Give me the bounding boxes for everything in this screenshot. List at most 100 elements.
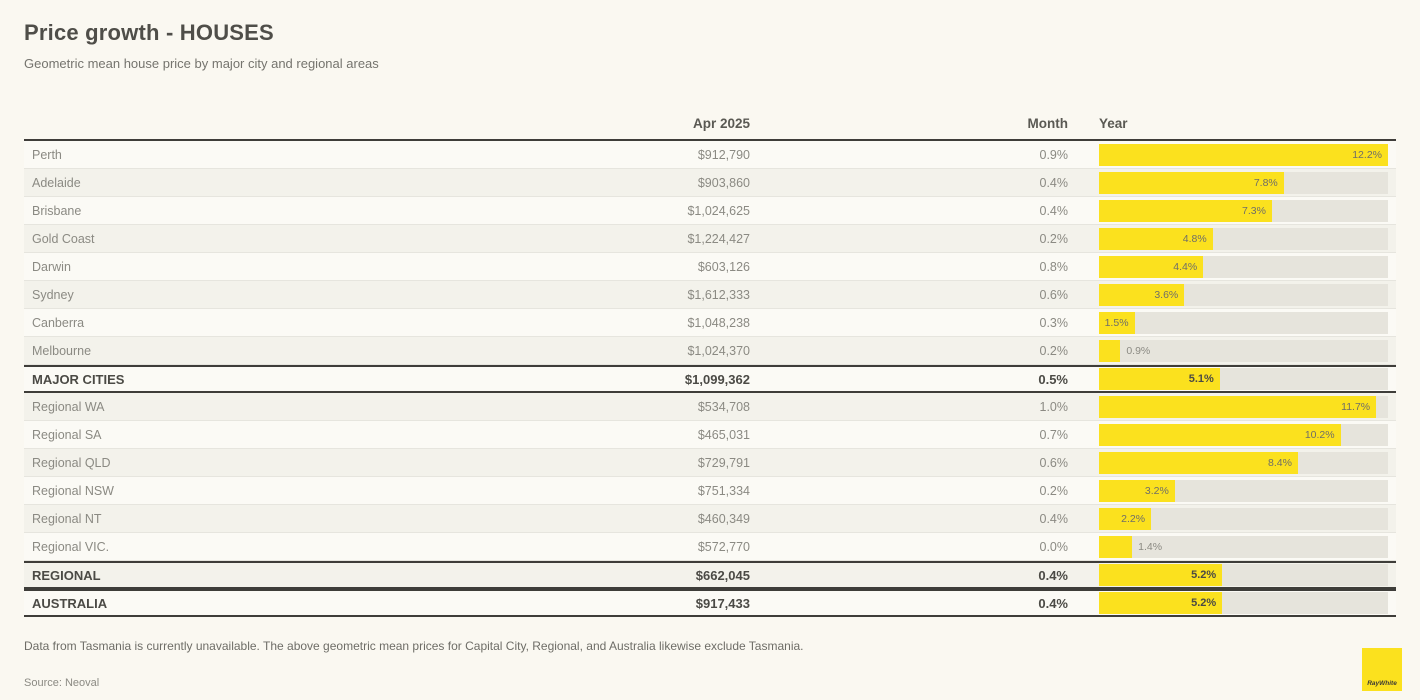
row-month-change: 0.7%: [1039, 427, 1069, 442]
row-month-change: 0.5%: [1038, 371, 1068, 387]
row-name: AUSTRALIA: [32, 595, 108, 611]
raywhite-logo: RayWhite: [1362, 648, 1402, 691]
row-month-change: 1.0%: [1039, 399, 1069, 414]
year-bar-track: [1099, 311, 1388, 334]
year-bar-label: 1.4%: [1138, 540, 1163, 553]
table-row: Melbourne $1,024,370 0.2% 0.9%: [24, 337, 1396, 365]
row-price: $1,048,238: [687, 315, 750, 330]
row-name: Sydney: [32, 287, 74, 302]
table-row: MAJOR CITIES $1,099,362 0.5% 5.1%: [24, 365, 1396, 393]
row-price: $917,433: [695, 595, 750, 611]
year-bar-fill: [1099, 143, 1388, 166]
row-price: $912,790: [697, 147, 750, 162]
row-year-bar-cell: 11.7%: [1099, 395, 1388, 418]
table-row: Regional NSW $751,334 0.2% 3.2%: [24, 477, 1396, 505]
row-month-change: 0.4%: [1038, 595, 1068, 611]
page-title: Price growth - HOUSES: [24, 20, 274, 45]
year-bar-fill: [1099, 423, 1341, 446]
row-price: $662,045: [695, 567, 750, 583]
year-bar-label: 7.8%: [1253, 176, 1278, 189]
year-bar-label: 4.4%: [1173, 260, 1198, 273]
year-bar-fill: [1099, 564, 1223, 586]
price-growth-table: Apr 2025 Month Year Perth $912,790 0.9% 12.…: [24, 101, 1396, 617]
row-price: $572,770: [697, 539, 750, 554]
row-name: Regional SA: [32, 427, 102, 442]
row-year-bar-cell: 3.6%: [1099, 283, 1388, 306]
row-name: Regional VIC.: [32, 539, 110, 554]
row-name: Brisbane: [32, 203, 82, 218]
table-row: REGIONAL $662,045 0.4% 5.2%: [24, 561, 1396, 589]
row-year-bar-cell: 8.4%: [1099, 451, 1388, 474]
row-year-bar-cell: 4.8%: [1099, 227, 1388, 250]
row-month-change: 0.2%: [1039, 231, 1069, 246]
year-bar-label: 5.2%: [1191, 597, 1217, 609]
row-price: $1,024,370: [687, 343, 750, 358]
table-body: Perth $912,790 0.9% 12.2% Adelaide $903,860 0.…: [24, 141, 1396, 617]
year-bar-fill: [1099, 227, 1213, 250]
row-year-bar-cell: 5.2%: [1099, 564, 1388, 586]
row-name: Adelaide: [32, 175, 81, 190]
row-month-change: 0.2%: [1039, 343, 1069, 358]
year-bar-label: 7.3%: [1241, 204, 1266, 217]
row-month-change: 0.4%: [1039, 511, 1069, 526]
table-row: Gold Coast $1,224,427 0.2% 4.8%: [24, 225, 1396, 253]
year-bar-fill: [1099, 368, 1220, 390]
year-bar-track: [1099, 507, 1388, 530]
row-price: $465,031: [697, 427, 750, 442]
year-bar-fill: [1099, 283, 1185, 306]
year-bar-label: 3.6%: [1154, 288, 1179, 301]
row-year-bar-cell: 4.4%: [1099, 255, 1388, 278]
row-name: Regional QLD: [32, 455, 111, 470]
table-row: Regional SA $465,031 0.7% 10.2%: [24, 421, 1396, 449]
row-year-bar-cell: 7.3%: [1099, 199, 1388, 222]
row-name: Perth: [32, 147, 62, 162]
table-row: Regional WA $534,708 1.0% 11.7%: [24, 393, 1396, 421]
row-year-bar-cell: 1.5%: [1099, 311, 1388, 334]
row-month-change: 0.4%: [1039, 203, 1069, 218]
year-bar-fill: [1099, 535, 1133, 558]
table-row: Regional QLD $729,791 0.6% 8.4%: [24, 449, 1396, 477]
row-price: $534,708: [697, 399, 750, 414]
year-bar-label: 2.2%: [1121, 512, 1146, 525]
row-name: Gold Coast: [32, 231, 95, 246]
year-bar-label: 12.2%: [1352, 148, 1382, 161]
table-row: Regional NT $460,349 0.4% 2.2%: [24, 505, 1396, 533]
row-month-change: 0.8%: [1039, 259, 1069, 274]
row-year-bar-cell: 5.2%: [1099, 592, 1388, 614]
row-month-change: 0.9%: [1039, 147, 1069, 162]
row-month-change: 0.4%: [1039, 175, 1069, 190]
row-year-bar-cell: 1.4%: [1099, 535, 1388, 558]
year-bar-fill: [1099, 199, 1272, 222]
year-bar-label: 0.9%: [1126, 344, 1151, 357]
year-bar-fill: [1099, 339, 1121, 362]
row-month-change: 0.2%: [1039, 483, 1069, 498]
year-bar-label: 1.5%: [1104, 316, 1129, 329]
year-bar-label: 8.4%: [1268, 456, 1292, 469]
year-bar-label: 10.2%: [1304, 428, 1335, 441]
row-name: Regional NT: [32, 511, 102, 526]
footnote: Data from Tasmania is currently unavaila…: [24, 639, 804, 653]
row-name: Darwin: [32, 259, 71, 274]
row-month-change: 0.4%: [1038, 567, 1068, 583]
row-price: $1,099,362: [684, 371, 750, 387]
year-bar-label: 3.2%: [1144, 484, 1169, 497]
row-price: $1,612,333: [687, 287, 750, 302]
table-header-row: Apr 2025 Month Year: [24, 101, 1396, 141]
row-name: Regional WA: [32, 399, 105, 414]
year-bar-fill: [1099, 395, 1377, 418]
row-name: REGIONAL: [32, 567, 101, 583]
column-header-year: Year: [1099, 116, 1128, 131]
row-price: $603,126: [697, 259, 750, 274]
row-year-bar-cell: 5.1%: [1099, 368, 1388, 390]
table-row: AUSTRALIA $917,433 0.4% 5.2%: [24, 589, 1396, 617]
year-bar-label: 11.7%: [1341, 400, 1371, 413]
row-price: $903,860: [697, 175, 750, 190]
row-name: Regional NSW: [32, 483, 114, 498]
year-bar-fill: [1099, 171, 1284, 194]
year-bar-label: 5.2%: [1191, 569, 1217, 581]
table-row: Sydney $1,612,333 0.6% 3.6%: [24, 281, 1396, 309]
table-row: Brisbane $1,024,625 0.4% 7.3%: [24, 197, 1396, 225]
year-bar-fill: [1099, 255, 1204, 278]
table-row: Darwin $603,126 0.8% 4.4%: [24, 253, 1396, 281]
row-year-bar-cell: 10.2%: [1099, 423, 1388, 446]
